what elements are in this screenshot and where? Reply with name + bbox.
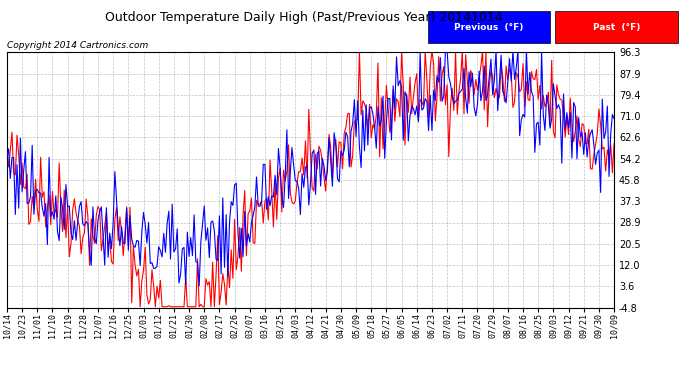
Text: Outdoor Temperature Daily High (Past/Previous Year) 20141014: Outdoor Temperature Daily High (Past/Pre… [105, 11, 502, 24]
FancyBboxPatch shape [428, 11, 551, 43]
FancyBboxPatch shape [555, 11, 678, 43]
Text: Past  (°F): Past (°F) [593, 22, 640, 32]
Text: Previous  (°F): Previous (°F) [455, 22, 524, 32]
Text: Copyright 2014 Cartronics.com: Copyright 2014 Cartronics.com [7, 41, 148, 50]
